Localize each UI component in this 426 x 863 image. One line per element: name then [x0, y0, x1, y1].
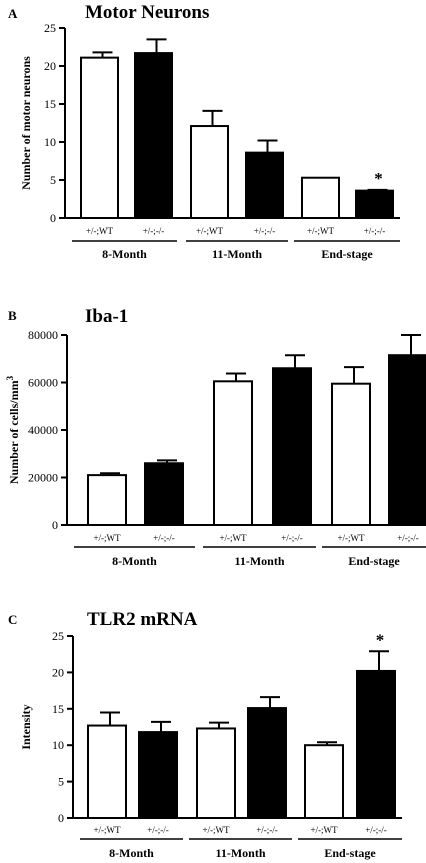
group-label: 8-Month [112, 554, 157, 568]
bar [245, 151, 284, 219]
y-tick-label: 5 [50, 173, 56, 187]
x-category-label: +/-;WT [196, 226, 224, 236]
x-category-label: +/-;-/- [153, 533, 175, 543]
chart-title: TLR2 mRNA [87, 609, 198, 630]
bar [134, 52, 173, 219]
x-category-label: +/-;WT [307, 226, 335, 236]
y-tick-label: 15 [44, 97, 56, 111]
y-tick-label: 0 [58, 811, 64, 825]
y-axis-label-text: Intensity [19, 704, 33, 749]
y-axis-label: Number of cells/mm3 [5, 375, 21, 484]
y-tick-label: 10 [44, 135, 56, 149]
y-tick-label: 0 [52, 518, 58, 532]
y-tick-label: 60000 [28, 376, 58, 390]
y-tick-label: 10 [52, 738, 64, 752]
bar [87, 474, 127, 526]
group-label: 11-Month [234, 554, 284, 568]
bar [388, 354, 426, 526]
y-axis-label-superscript: 3 [5, 375, 15, 380]
bar [355, 189, 394, 219]
bar [190, 125, 229, 219]
x-category-label: +/-;-/- [256, 825, 278, 835]
x-category-label: +/-;WT [310, 825, 338, 835]
bar [301, 176, 340, 219]
y-axis-label-text: Number of motor neurons [19, 56, 33, 190]
bar [304, 744, 344, 820]
panel-letter: A [8, 6, 18, 21]
bar [80, 56, 119, 219]
group-label: 11-Month [212, 247, 262, 261]
chart-title: Iba-1 [85, 306, 128, 327]
group-label: 8-Month [102, 247, 147, 261]
bar [331, 382, 371, 526]
x-category-label: +/-;-/- [364, 226, 386, 236]
significance-marker: * [376, 630, 385, 649]
y-tick-label: 20000 [28, 471, 58, 485]
x-category-label: +/-;-/- [254, 226, 276, 236]
x-category-label: +/-;-/- [397, 533, 419, 543]
bar [272, 367, 312, 526]
x-category-label: +/-;-/- [147, 825, 169, 835]
panel-letter: B [8, 308, 17, 323]
x-category-label: +/-;-/- [281, 533, 303, 543]
y-tick-label: 80000 [28, 328, 58, 342]
x-category-label: +/-;WT [202, 825, 230, 835]
group-label: 8-Month [109, 846, 154, 860]
y-axis-label: Number of motor neurons [19, 56, 33, 190]
bar [213, 380, 253, 526]
bar [196, 727, 236, 819]
bar [87, 724, 127, 820]
chart-panel-a: A Motor Neurons Number of motor neurons 0 5 1… [8, 2, 400, 261]
bar [144, 462, 184, 526]
bar [247, 707, 287, 820]
group-label: 11-Month [215, 846, 265, 860]
chart-title: Motor Neurons [85, 2, 209, 23]
chart-panel-c: C TLR2 mRNA Intensity 0 5 10 15 20 25 +/-;WT +/-;-… [8, 609, 402, 860]
x-category-label: +/-;WT [219, 533, 247, 543]
x-category-label: +/-;WT [93, 825, 121, 835]
chart-panel-b: B Iba-1 Number of cells/mm3 0 20000 40000 6000… [5, 306, 426, 568]
group-label: End-stage [321, 247, 373, 261]
significance-marker: * [374, 169, 383, 188]
x-category-label: +/-;WT [337, 533, 365, 543]
y-axis-label: Intensity [19, 704, 33, 749]
bar [138, 731, 178, 820]
group-label: End-stage [324, 846, 376, 860]
y-tick-label: 25 [52, 629, 64, 643]
y-tick-label: 20 [44, 59, 56, 73]
y-tick-label: 0 [50, 211, 56, 225]
x-category-label: +/-;WT [86, 226, 114, 236]
y-tick-label: 25 [44, 21, 56, 35]
y-tick-label: 15 [52, 702, 64, 716]
y-tick-label: 40000 [28, 423, 58, 437]
x-category-label: +/-;-/- [365, 825, 387, 835]
y-axis-label-text: Number of cells/mm [7, 380, 21, 484]
bar [356, 669, 396, 819]
x-category-label: +/-;WT [93, 533, 121, 543]
group-label: End-stage [348, 554, 400, 568]
y-tick-label: 5 [58, 775, 64, 789]
x-category-label: +/-;-/- [143, 226, 165, 236]
panel-letter: C [8, 612, 17, 627]
y-tick-label: 20 [52, 665, 64, 679]
